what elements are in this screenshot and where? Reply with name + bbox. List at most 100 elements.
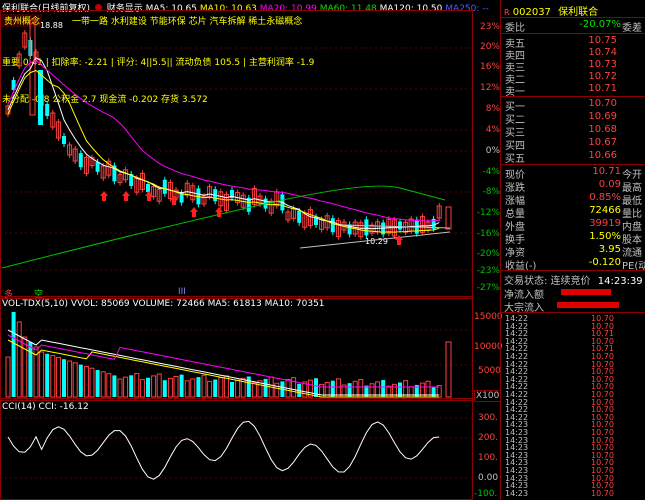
stat-label: 换手 xyxy=(505,235,525,246)
volume-bar xyxy=(33,346,39,398)
finance-display-toggle[interactable]: 财务显示 xyxy=(106,4,143,14)
buy-signal-arrow xyxy=(215,207,223,217)
volume-bar xyxy=(184,380,190,398)
candle-body xyxy=(162,179,167,194)
quote-stat-row: 涨跌 0.09 最高 xyxy=(501,179,645,194)
tick-row: 14:22 10.70 xyxy=(501,367,645,376)
buy-order-row[interactable]: 买四 10.67 xyxy=(501,137,645,152)
tick-price: 10.70 xyxy=(591,352,614,361)
volume-bar xyxy=(112,375,117,397)
quote-stat-row: 涨幅 0.85% 最低 xyxy=(501,192,645,207)
tick-time: 14:23 xyxy=(505,473,529,483)
buy-order-row[interactable]: 买五 10.66 xyxy=(501,150,645,165)
code-marker: R xyxy=(504,8,510,17)
tick-row: 14:23 10.70 xyxy=(501,450,645,460)
volume-bar xyxy=(207,380,213,398)
candle-body xyxy=(285,211,291,221)
stat-label: 涨幅 xyxy=(505,196,525,207)
volume-bar xyxy=(72,362,78,398)
tick-time: 14:23 xyxy=(505,481,529,491)
volume-bar xyxy=(167,377,173,398)
concept-tag[interactable]: 贵州概念 xyxy=(2,14,43,27)
tick-time: 14:23 xyxy=(505,450,529,460)
volume-bar xyxy=(50,355,56,398)
candle-body xyxy=(436,205,442,219)
candle-body xyxy=(67,144,73,156)
divider xyxy=(501,312,645,313)
tick-row: 14:22 10.70 xyxy=(501,337,645,346)
tick-price: 10.70 xyxy=(591,412,614,422)
trade-status-label: 交易状态: 连续竞价 xyxy=(504,276,591,287)
tick-time: 14:22 xyxy=(505,390,529,399)
candle-body xyxy=(139,172,145,190)
cci-scale-tick: 200. xyxy=(478,433,499,443)
tick-row: 14:22 10.70 xyxy=(501,397,645,407)
buy-order-row[interactable]: 买一 10.70 xyxy=(501,98,645,113)
tick-time: 14:22 xyxy=(505,405,529,415)
finance-line-2: 未分配 -0.8 公积金 2.7 现金流 -0.202 存货 3.572 xyxy=(2,95,208,105)
order-level-label: 卖二 xyxy=(505,75,525,86)
stat-label-secondary: 股本 xyxy=(622,235,642,246)
tick-time: 14:22 xyxy=(505,329,529,339)
cci-scale-tick: 100. xyxy=(478,453,499,463)
volume-bar xyxy=(302,381,308,398)
candle-body xyxy=(151,186,157,198)
ma10-label: MA10: 10.63 xyxy=(199,4,257,14)
tick-price: 10.70 xyxy=(591,405,614,415)
tick-price: 10.70 xyxy=(591,473,614,483)
candle-body xyxy=(230,190,234,198)
volume-bar xyxy=(358,378,364,398)
candle-body xyxy=(72,148,78,162)
cci-scale-tick: 0.00 xyxy=(478,473,499,483)
tick-price: 10.70 xyxy=(591,390,614,399)
tick-price: 10.70 xyxy=(591,321,614,331)
order-price: 10.71 xyxy=(588,83,617,94)
sell-order-row[interactable]: 卖四 10.74 xyxy=(501,47,645,62)
candle-body xyxy=(156,188,162,202)
tick-row: 14:22 10.70 xyxy=(501,321,645,331)
volume-bar xyxy=(307,379,313,398)
candle-body xyxy=(251,187,257,205)
trend-line xyxy=(299,231,451,249)
sell-order-row[interactable]: 卖五 10.75 xyxy=(501,35,645,50)
tick-price: 10.70 xyxy=(591,397,614,407)
candle-body xyxy=(431,218,436,229)
tick-row: 14:22 10.70 xyxy=(501,360,645,369)
tick-price: 10.70 xyxy=(591,420,614,430)
sell-order-row[interactable]: 卖二 10.72 xyxy=(501,71,645,86)
tick-row: 14:22 10.71 xyxy=(501,329,645,339)
tick-row: 14:23 10.70 xyxy=(501,458,645,467)
stat-value: 39919 xyxy=(589,218,621,229)
volume-bar xyxy=(139,379,145,398)
block-inflow-bar xyxy=(557,302,619,308)
pct-tick: 0% xyxy=(485,146,500,156)
net-inflow-label: 净流入额 xyxy=(504,290,544,301)
pct-tick: -4% xyxy=(482,167,500,177)
divider xyxy=(501,270,645,271)
volume-bar xyxy=(314,378,318,397)
ma20-line xyxy=(7,59,440,222)
volume-bar xyxy=(263,378,268,397)
pct-tick: -20% xyxy=(476,249,500,259)
buy-order-row[interactable]: 买二 10.69 xyxy=(501,111,645,126)
sell-order-row[interactable]: 卖一 10.71 xyxy=(501,83,645,98)
order-level-label: 买一 xyxy=(505,102,525,113)
quote-stat-row: 净资 3.95 流通 xyxy=(501,244,645,259)
vol-unit-label: X100 xyxy=(474,390,502,402)
kline-chart-area[interactable]: 保利联合(日线前复权) 财务显示 MA5: 10.65 MA10: 10.63 … xyxy=(0,0,503,500)
candlestick-series xyxy=(5,19,452,240)
tick-row: 14:23 10.70 xyxy=(501,466,645,475)
sell-order-row[interactable]: 卖三 10.73 xyxy=(501,59,645,74)
buy-order-row[interactable]: 买三 10.68 xyxy=(501,124,645,139)
order-price: 10.72 xyxy=(588,71,617,82)
volume-bar xyxy=(173,376,179,398)
tick-time: 14:22 xyxy=(505,374,529,384)
candle-body xyxy=(117,174,123,184)
tick-time: 14:23 xyxy=(505,466,529,475)
tick-row: 14:22 10.70 xyxy=(501,390,645,399)
block-inflow-row: 大宗流入 xyxy=(504,299,544,314)
pct-tick: -12% xyxy=(476,208,500,218)
stat-value: -0.120 xyxy=(588,257,621,268)
webi-label: 委比 xyxy=(505,23,525,34)
tick-row: 14:23 10.70 xyxy=(501,473,645,483)
